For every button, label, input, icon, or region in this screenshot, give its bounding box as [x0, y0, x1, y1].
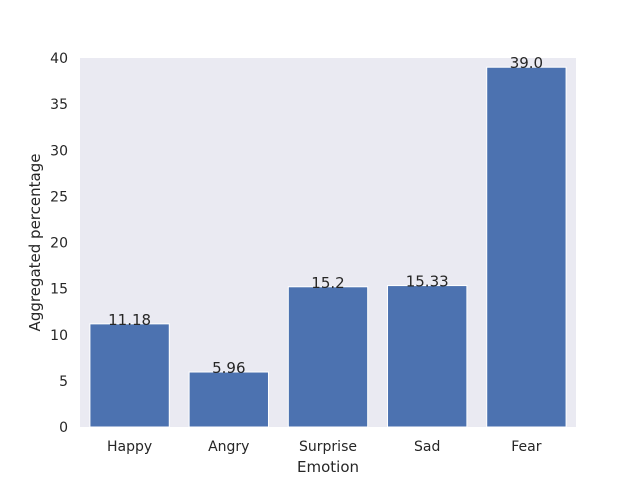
y-tick-label-30: 30 [50, 143, 68, 159]
y-tick-label-10: 10 [50, 328, 68, 344]
y-tick-label-35: 35 [50, 97, 68, 113]
bars-group [89, 66, 567, 428]
y-tick-label-20: 20 [50, 236, 68, 252]
x-axis-label: Emotion [297, 458, 359, 476]
bar-fear [486, 66, 567, 428]
x-tick-label-fear: Fear [511, 439, 541, 455]
data-label-sad: 15.33 [406, 273, 449, 291]
data-label-fear: 39.0 [510, 54, 543, 72]
bar-angry [188, 371, 269, 428]
y-tick-label-15: 15 [50, 282, 68, 298]
y-tick-label-0: 0 [59, 420, 68, 436]
bar-surprise [287, 286, 369, 428]
x-tick-label-happy: Happy [107, 439, 152, 455]
data-label-surprise: 15.2 [311, 274, 344, 292]
x-tick-label-sad: Sad [414, 439, 440, 455]
bar-sad [387, 285, 468, 428]
data-labels-group: 11.18 5.96 15.2 15.33 39.0 [108, 54, 543, 377]
y-axis-label: Aggregated percentage [26, 154, 44, 332]
x-tick-label-surprise: Surprise [299, 439, 357, 455]
y-tick-label-25: 25 [50, 189, 68, 205]
data-label-happy: 11.18 [108, 311, 151, 329]
y-tick-labels: 0 5 10 15 20 25 30 35 40 [50, 51, 68, 436]
y-tick-label-40: 40 [50, 51, 68, 67]
bar-happy [89, 323, 170, 428]
y-tick-label-5: 5 [59, 374, 68, 390]
x-tick-labels: Happy Angry Surprise Sad Fear [107, 439, 542, 455]
data-label-angry: 5.96 [212, 359, 245, 377]
x-tick-label-angry: Angry [208, 439, 249, 455]
